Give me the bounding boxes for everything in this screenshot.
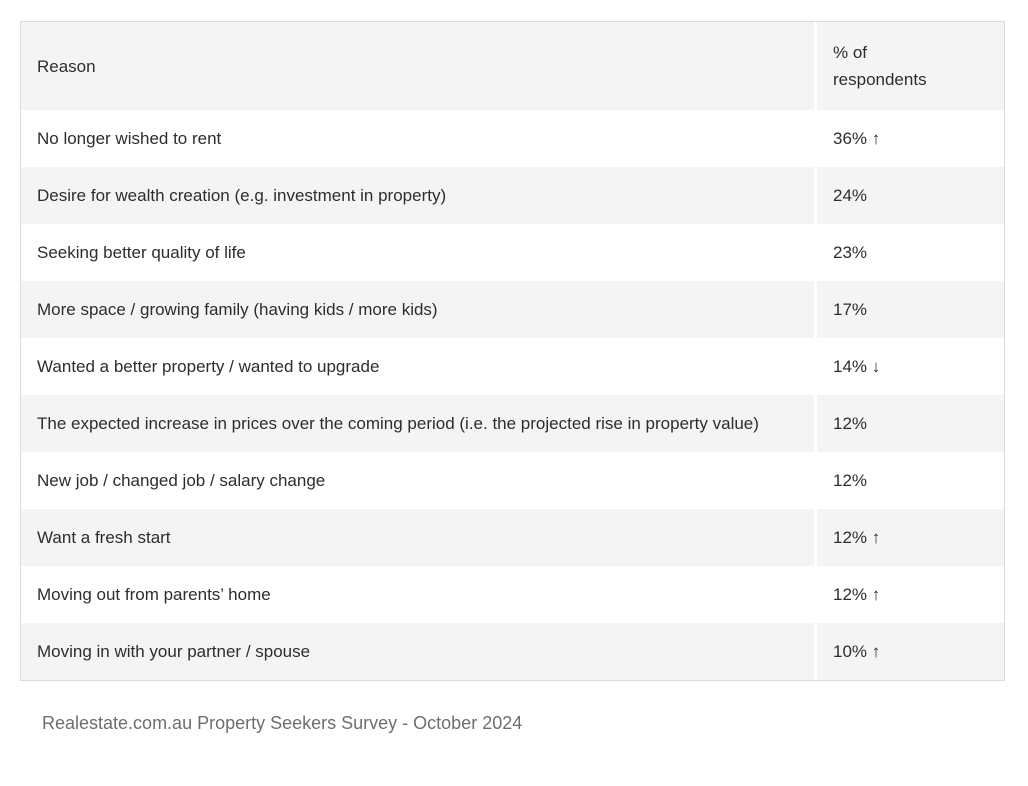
value-cell: 24% [814,167,1004,224]
header-percent-respondents: % of respondents [814,22,1004,110]
table-row: New job / changed job / salary change 12… [21,452,1004,509]
reason-cell: New job / changed job / salary change [21,452,814,509]
value-cell: 36% ↑ [814,110,1004,167]
table-row: Desire for wealth creation (e.g. investm… [21,167,1004,224]
table-row: The expected increase in prices over the… [21,395,1004,452]
value-cell: 12% ↑ [814,509,1004,566]
table-row: Moving out from parents’ home 12% ↑ [21,566,1004,623]
header-percent-label: % of respondents [833,43,927,89]
survey-results-table: Reason % of respondents No longer wished… [20,21,1005,681]
reason-cell: Desire for wealth creation (e.g. investm… [21,167,814,224]
table-row: Wanted a better property / wanted to upg… [21,338,1004,395]
reason-cell: The expected increase in prices over the… [21,395,814,452]
value-cell: 10% ↑ [814,623,1004,680]
table-row: More space / growing family (having kids… [21,281,1004,338]
value-cell: 12% ↑ [814,566,1004,623]
table-row: No longer wished to rent 36% ↑ [21,110,1004,167]
header-row: Reason % of respondents [21,22,1004,110]
reason-cell: More space / growing family (having kids… [21,281,814,338]
reason-cell: Seeking better quality of life [21,224,814,281]
table-row: Want a fresh start 12% ↑ [21,509,1004,566]
table-row: Moving in with your partner / spouse 10%… [21,623,1004,680]
page: Reason % of respondents No longer wished… [20,21,1005,733]
header-reason: Reason [21,22,814,110]
reason-cell: Want a fresh start [21,509,814,566]
value-cell: 12% [814,452,1004,509]
reason-cell: Wanted a better property / wanted to upg… [21,338,814,395]
reason-cell: Moving in with your partner / spouse [21,623,814,680]
source-caption: Realestate.com.au Property Seekers Surve… [42,713,523,733]
value-cell: 12% [814,395,1004,452]
reason-cell: No longer wished to rent [21,110,814,167]
value-cell: 14% ↓ [814,338,1004,395]
value-cell: 17% [814,281,1004,338]
reason-cell: Moving out from parents’ home [21,566,814,623]
value-cell: 23% [814,224,1004,281]
table-row: Seeking better quality of life 23% [21,224,1004,281]
